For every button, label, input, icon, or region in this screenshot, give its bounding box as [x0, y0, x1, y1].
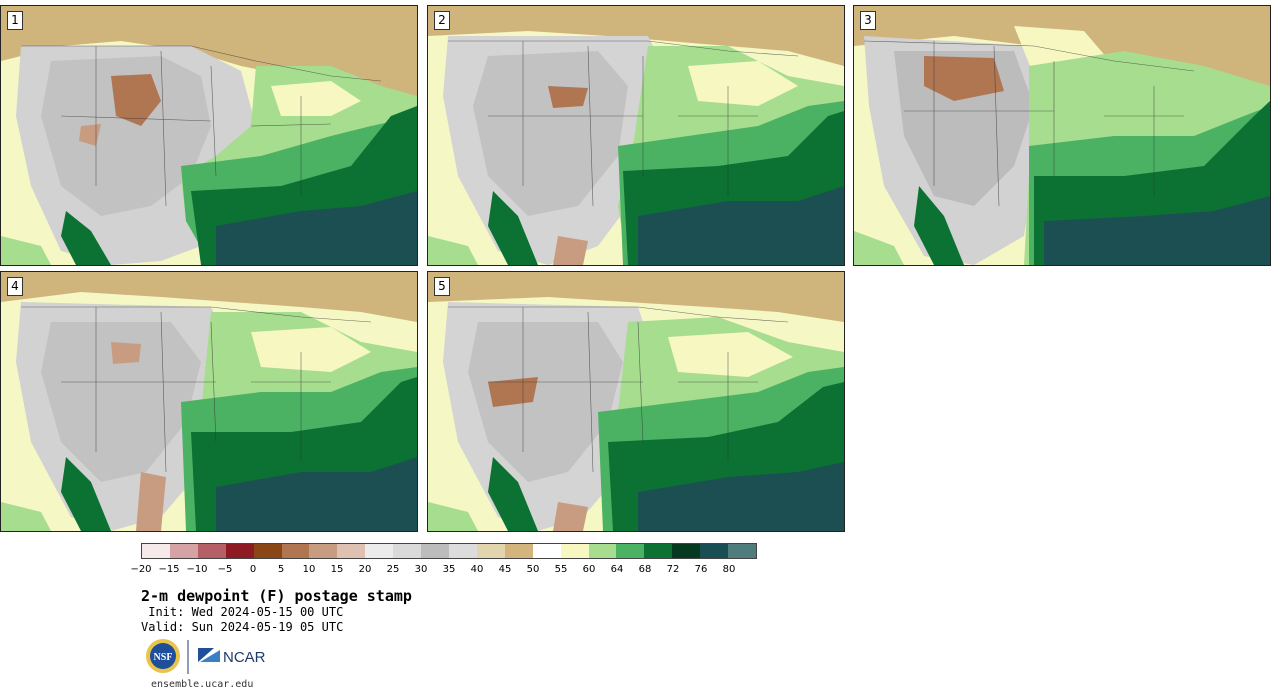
colorbar-tick-label: −20	[130, 564, 152, 575]
dewpoint-map-2	[428, 6, 844, 265]
colorbar-tick-label: −10	[186, 564, 208, 575]
stamp-panel-5: 5	[427, 271, 845, 532]
colorbar-swatch	[142, 544, 170, 558]
figure-title: 2-m dewpoint (F) postage stamp	[141, 587, 412, 605]
colorbar-swatch	[644, 544, 673, 558]
stamp-number-label: 5	[434, 277, 450, 296]
colorbar-swatch	[309, 544, 338, 558]
sponsor-logos: NSF NCAR	[146, 639, 266, 674]
colorbar-swatch	[225, 544, 254, 558]
stamp-panel-2: 2	[427, 5, 845, 266]
colorbar-swatch	[281, 544, 310, 558]
colorbar-swatch	[365, 544, 394, 558]
colorbar-tick-label: 64	[610, 564, 624, 575]
colorbar-swatch	[253, 544, 282, 558]
colorbar-tick-label: 25	[386, 564, 400, 575]
stamp-number-label: 1	[7, 11, 23, 30]
nsf-logo-text: NSF	[154, 652, 173, 663]
dewpoint-map-5	[428, 272, 844, 531]
dewpoint-map-1	[1, 6, 417, 265]
colorbar-tick-label: −15	[158, 564, 180, 575]
colorbar-tick-label: 35	[442, 564, 456, 575]
colorbar-tick-label: 40	[470, 564, 484, 575]
colorbar-tick-label: 80	[722, 564, 736, 575]
colorbar-tick-label: 45	[498, 564, 512, 575]
colorbar-tick-label: 15	[330, 564, 344, 575]
nsf-logo-icon: NSF	[146, 639, 180, 673]
colorbar-swatch	[616, 544, 645, 558]
stamp-panel-4: 4	[0, 271, 418, 532]
dewpoint-colorbar	[141, 543, 757, 559]
colorbar-swatch	[448, 544, 477, 558]
stamp-panel-1: 1	[0, 5, 418, 266]
colorbar-swatch	[728, 544, 756, 558]
colorbar-swatch	[337, 544, 366, 558]
colorbar-tick-label: 72	[666, 564, 680, 575]
colorbar-swatch	[700, 544, 729, 558]
colorbar-tick-label: 10	[302, 564, 316, 575]
stamp-number-label: 4	[7, 277, 23, 296]
colorbar-swatch	[588, 544, 617, 558]
colorbar-tick-label: 30	[414, 564, 428, 575]
colorbar-swatch	[169, 544, 198, 558]
colorbar-tick-label: 68	[638, 564, 652, 575]
init-time: Init: Wed 2024-05-15 00 UTC	[141, 605, 344, 619]
valid-time: Valid: Sun 2024-05-19 05 UTC	[141, 620, 344, 634]
colorbar-swatch	[532, 544, 561, 558]
colorbar-swatch	[197, 544, 226, 558]
colorbar-tick-label: 20	[358, 564, 372, 575]
colorbar-tick-label: 55	[554, 564, 568, 575]
colorbar-tick-label: 0	[249, 564, 257, 575]
dewpoint-map-3	[854, 6, 1270, 265]
colorbar-swatch	[504, 544, 533, 558]
colorbar-tick-label: 76	[694, 564, 708, 575]
colorbar-tick-label: 60	[582, 564, 596, 575]
colorbar-swatch	[421, 544, 449, 558]
source-url: ensemble.ucar.edu	[151, 679, 254, 690]
dewpoint-map-4	[1, 272, 417, 531]
colorbar-tick-label: 5	[277, 564, 285, 575]
colorbar-swatch	[672, 544, 701, 558]
colorbar-tick-labels: −20 −15 −10 −5 0 5 10 15 20 25 30 35 40 45 50 55 60 64 68 7…	[130, 564, 757, 578]
colorbar-tick-label: −5	[217, 564, 233, 575]
colorbar-swatch	[476, 544, 505, 558]
colorbar-swatch	[560, 544, 589, 558]
stamp-number-label: 3	[860, 11, 876, 30]
ncar-logo-icon: NCAR	[198, 648, 266, 666]
stamp-panel-3: 3	[853, 5, 1271, 266]
ncar-logo-text: NCAR	[223, 649, 266, 666]
colorbar-swatch	[393, 544, 422, 558]
stamp-number-label: 2	[434, 11, 450, 30]
colorbar-tick-label: 50	[526, 564, 540, 575]
